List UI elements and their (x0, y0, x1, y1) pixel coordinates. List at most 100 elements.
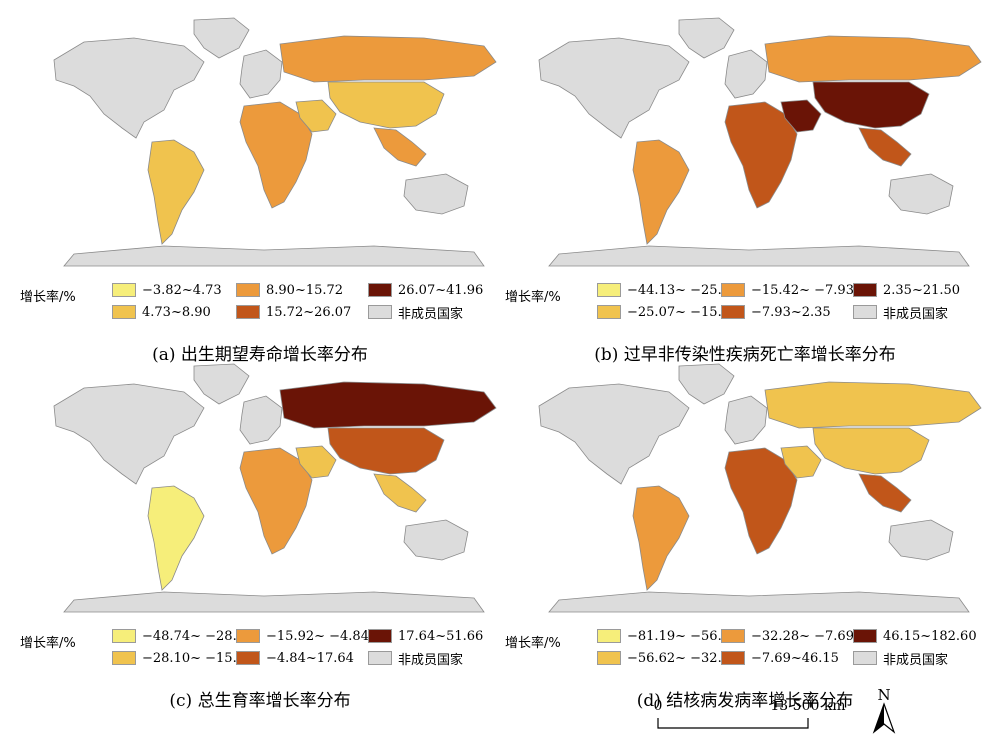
panel-b: 增长率/% −44.13~ −25.07 −25.07~ −15.42 −15.42… (505, 10, 985, 365)
panel-c: 增长率/% −48.74~ −28.10 −28.10~ −15.92 −15.92… (20, 356, 500, 711)
region-eu (724, 49, 768, 99)
legend-item: −44.13~ −25.07 (597, 280, 738, 300)
legend-title: 增长率/% (20, 636, 76, 651)
legend-item: 17.64~51.66 (368, 626, 483, 646)
region-gl (678, 363, 735, 405)
legend-swatch (721, 651, 745, 665)
region-na (538, 37, 690, 139)
legend-label: 17.64~51.66 (398, 628, 484, 644)
legend-item: −32.28~ −7.69 (721, 626, 854, 646)
legend-swatch (112, 283, 136, 297)
region-eu (239, 395, 283, 445)
north-arrow-icon: N (872, 686, 896, 734)
legend-swatch (112, 651, 136, 665)
legend-item: −28.10~ −15.92 (112, 648, 253, 668)
legend-label: −7.69~46.15 (751, 650, 839, 666)
region-sea (373, 473, 427, 513)
north-label: N (877, 686, 890, 704)
legend-swatch (853, 651, 877, 665)
legend-swatch (721, 305, 745, 319)
region-sa (147, 139, 205, 245)
region-au (888, 519, 954, 561)
legend-item: 15.72~26.07 (236, 302, 351, 322)
scale-end-label: 13 500 km (770, 698, 845, 714)
region-ru (279, 35, 497, 83)
region-sea (373, 127, 427, 167)
region-au (403, 519, 469, 561)
legend-label: 46.15~182.60 (883, 628, 977, 644)
region-an (548, 245, 970, 267)
legend-a: 增长率/% −3.82~4.73 4.73~8.90 8.90~15.72 15.72… (20, 280, 500, 328)
legend-item: −15.42~ −7.93 (721, 280, 854, 300)
legend-item: 2.35~21.50 (853, 280, 960, 300)
legend-swatch (236, 283, 260, 297)
region-ru (279, 381, 497, 429)
legend-label: 4.73~8.90 (142, 304, 211, 320)
region-an (548, 591, 970, 613)
region-na (53, 37, 205, 139)
legend-swatch (112, 629, 136, 643)
legend-swatch (597, 651, 621, 665)
legend-item: 26.07~41.96 (368, 280, 483, 300)
legend-swatch (853, 283, 877, 297)
legend-swatch (368, 283, 392, 297)
region-me (780, 445, 822, 479)
legend-item: −7.69~46.15 (721, 648, 839, 668)
legend-label: −48.74~ −28.10 (142, 628, 254, 644)
legend-swatch (597, 305, 621, 319)
region-sea (858, 473, 912, 513)
region-me (295, 99, 337, 133)
region-sa (632, 139, 690, 245)
legend-label: −15.92~ −4.84 (266, 628, 369, 644)
legend-item: −48.74~ −28.10 (112, 626, 253, 646)
legend-item: −15.92~ −4.84 (236, 626, 369, 646)
legend-item: 非成员国家 (368, 648, 463, 668)
legend-label: 8.90~15.72 (266, 282, 344, 298)
legend-swatch (236, 305, 260, 319)
legend-swatch (721, 629, 745, 643)
region-sea (858, 127, 912, 167)
scale-line (657, 718, 809, 729)
legend-title: 增长率/% (20, 290, 76, 305)
legend-swatch (721, 283, 745, 297)
legend-item: 非成员国家 (853, 302, 948, 322)
legend-item: 46.15~182.60 (853, 626, 977, 646)
region-eu (724, 395, 768, 445)
legend-swatch (368, 305, 392, 319)
legend-item: −7.93~2.35 (721, 302, 831, 322)
region-ru (764, 381, 982, 429)
region-na (53, 383, 205, 485)
world-map-a (53, 17, 497, 267)
region-gl (678, 17, 735, 59)
region-as (327, 81, 445, 129)
region-as (812, 81, 930, 129)
legend-label: −81.19~ −56.62 (627, 628, 739, 644)
legend-swatch (236, 629, 260, 643)
legend-label: 26.07~41.96 (398, 282, 484, 298)
caption-b: (b) 过早非传染性疾病死亡率增长率分布 (594, 345, 896, 365)
legend-swatch (597, 283, 621, 297)
legend-swatch (853, 629, 877, 643)
region-gl (193, 363, 250, 405)
legend-swatch (368, 651, 392, 665)
legend-item: −3.82~4.73 (112, 280, 222, 300)
legend-label: −28.10~ −15.92 (142, 650, 254, 666)
region-an (63, 591, 485, 613)
legend-label: 2.35~21.50 (883, 282, 961, 298)
legend-item: −81.19~ −56.62 (597, 626, 738, 646)
region-eu (239, 49, 283, 99)
legend-d: 增长率/% −81.19~ −56.62 −56.62~ −32.48 −32.28… (505, 626, 985, 674)
legend-item: 8.90~15.72 (236, 280, 343, 300)
legend-label: 非成员国家 (398, 652, 464, 668)
legend-item: 4.73~8.90 (112, 302, 211, 322)
legend-swatch (597, 629, 621, 643)
legend-item: 非成员国家 (853, 648, 948, 668)
caption-c: (c) 总生育率增长率分布 (169, 691, 351, 711)
scale-start-label: 0 (654, 698, 663, 714)
legend-label: 非成员国家 (883, 306, 949, 322)
region-as (812, 427, 930, 475)
world-map-b (538, 17, 982, 267)
legend-label: −44.13~ −25.07 (627, 282, 739, 298)
legend-label: 15.72~26.07 (266, 304, 352, 320)
region-ru (764, 35, 982, 83)
